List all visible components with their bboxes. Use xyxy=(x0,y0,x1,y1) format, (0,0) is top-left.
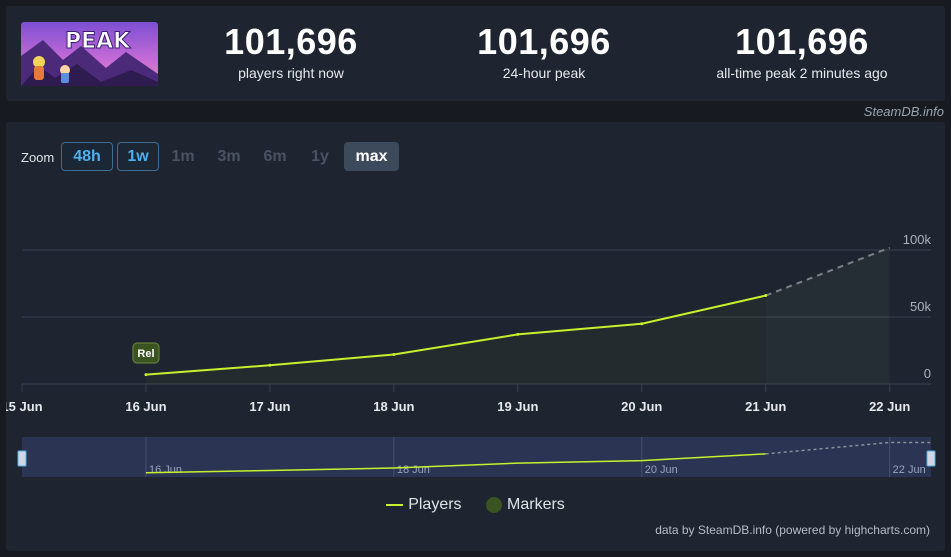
stat-value: 101,696 xyxy=(477,21,611,62)
chart-credit[interactable]: data by SteamDB.info (powered by highcha… xyxy=(655,523,930,537)
marker-flag[interactable] xyxy=(132,342,160,364)
stat-value: 101,696 xyxy=(224,21,358,62)
zoom-button-1w[interactable]: 1w xyxy=(117,142,159,171)
zoom-button-6m[interactable]: 6m xyxy=(254,142,296,171)
game-logo-art: PEAK xyxy=(21,22,158,86)
zoom-button-1y[interactable]: 1y xyxy=(302,142,338,171)
x-tick-label: 19 Jun xyxy=(497,399,538,414)
projection-line xyxy=(765,246,891,297)
series-area xyxy=(146,296,766,384)
data-point[interactable] xyxy=(640,322,644,326)
stats-panel: PEAK 101,696 players right now 101,696 2… xyxy=(6,6,945,101)
legend-item-markers[interactable]: Markers xyxy=(486,496,565,514)
projection-area xyxy=(765,247,890,384)
legend-dot-icon xyxy=(486,496,503,513)
stat-current-players: 101,696 players right now xyxy=(171,20,411,81)
x-tick-label: 20 Jun xyxy=(621,399,662,414)
zoom-button-1m[interactable]: 1m xyxy=(162,142,204,171)
zoom-button-3m[interactable]: 3m xyxy=(208,142,250,171)
game-logo-text: PEAK xyxy=(65,29,131,54)
zoom-button-max[interactable]: max xyxy=(344,142,399,171)
zoom-label: Zoom xyxy=(21,150,55,165)
navigator-label: 16 Jun xyxy=(149,464,182,476)
navigator-projection xyxy=(765,441,931,455)
legend-label: Markers xyxy=(507,496,565,513)
stat-value: 101,696 xyxy=(735,21,869,62)
stat-label: players right now xyxy=(238,65,344,81)
stat-label: 24-hour peak xyxy=(502,65,586,81)
stat-24h-peak: 101,696 24-hour peak xyxy=(424,20,664,81)
legend-line-icon xyxy=(386,503,404,506)
marker-label: Rel xyxy=(137,348,154,360)
navigator-series xyxy=(145,453,766,474)
zoom-button-48h[interactable]: 48h xyxy=(61,142,113,171)
y-tick-label: 50k xyxy=(910,299,931,314)
navigator-label: 22 Jun xyxy=(893,464,926,476)
stat-all-time-peak: 101,696 all-time peak 2 minutes ago xyxy=(682,20,922,81)
data-point[interactable] xyxy=(144,373,148,377)
data-point[interactable] xyxy=(392,353,396,357)
navigator[interactable] xyxy=(22,437,931,477)
x-tick-label: 22 Jun xyxy=(869,399,910,414)
navigator-label: 18 Jun xyxy=(397,464,430,476)
player-chart[interactable]: 0 50k 100k 15 Jun 16 Jun 17 Jun 18 Jun 19 Jun 20… xyxy=(6,122,945,551)
legend-item-players[interactable]: Players xyxy=(386,496,462,514)
chart-legend: Players Markers xyxy=(6,496,945,514)
x-tick-label: 16 Jun xyxy=(125,399,166,414)
x-tick-label: 17 Jun xyxy=(249,399,290,414)
navigator-handle-right[interactable] xyxy=(926,450,936,467)
series-line-players[interactable] xyxy=(145,294,766,376)
data-point[interactable] xyxy=(268,363,272,367)
y-tick-label: 0 xyxy=(924,366,931,381)
data-point[interactable] xyxy=(764,294,768,298)
x-tick-label: 18 Jun xyxy=(373,399,414,414)
data-point[interactable] xyxy=(516,332,520,336)
x-tick-label: 15 Jun xyxy=(6,399,43,414)
x-tick-label: 21 Jun xyxy=(745,399,786,414)
navigator-label: 20 Jun xyxy=(645,464,678,476)
steamdb-credit[interactable]: SteamDB.info xyxy=(863,104,944,119)
stat-label: all-time peak 2 minutes ago xyxy=(716,65,888,81)
navigator-handle-left[interactable] xyxy=(17,450,27,467)
legend-label: Players xyxy=(408,496,462,513)
game-logo[interactable]: PEAK xyxy=(21,22,158,86)
y-tick-label: 100k xyxy=(903,232,932,247)
